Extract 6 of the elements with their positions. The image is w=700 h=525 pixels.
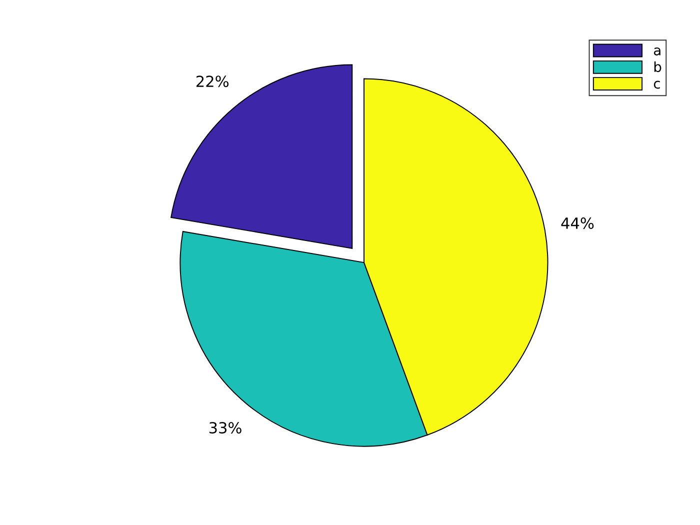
- legend-label: b: [654, 61, 662, 72]
- data-label: 44%: [561, 217, 594, 229]
- data-label: 22%: [196, 76, 229, 88]
- legend-label: c: [654, 80, 660, 89]
- data-label: 33%: [209, 422, 242, 434]
- legend-label: a: [654, 47, 660, 56]
